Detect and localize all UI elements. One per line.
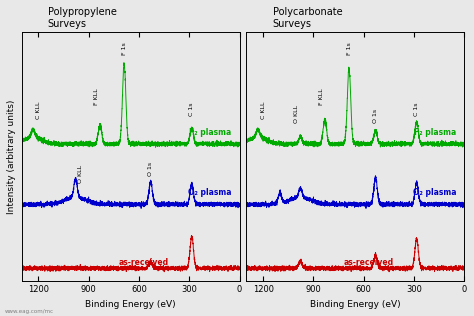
- Text: C KLL: C KLL: [261, 101, 265, 119]
- Text: C 1s: C 1s: [189, 102, 194, 116]
- Text: C KLL: C KLL: [36, 101, 41, 119]
- Text: F KLL: F KLL: [319, 88, 324, 105]
- Text: F 1s: F 1s: [122, 42, 127, 55]
- Text: C 1s: C 1s: [414, 102, 419, 116]
- X-axis label: Binding Energy (eV): Binding Energy (eV): [310, 300, 401, 309]
- Text: www.eag.com/mc: www.eag.com/mc: [5, 309, 54, 314]
- Text: F 1s: F 1s: [346, 42, 352, 55]
- Text: F KLL: F KLL: [94, 88, 99, 105]
- Text: F₂ plasma: F₂ plasma: [189, 128, 231, 137]
- X-axis label: Binding Energy (eV): Binding Energy (eV): [85, 300, 176, 309]
- Text: O 1s: O 1s: [148, 162, 153, 176]
- Y-axis label: Intensity (arbitrary units): Intensity (arbitrary units): [7, 99, 16, 214]
- Text: O KLL: O KLL: [294, 105, 299, 123]
- Text: Polycarbonate
Surveys: Polycarbonate Surveys: [273, 7, 342, 28]
- Text: O₂ plasma: O₂ plasma: [412, 188, 456, 198]
- Text: as-received: as-received: [119, 258, 169, 267]
- Text: O KLL: O KLL: [78, 165, 82, 183]
- Text: F₂ plasma: F₂ plasma: [414, 128, 456, 137]
- Text: as-received: as-received: [344, 258, 394, 267]
- Text: O 1s: O 1s: [373, 108, 378, 123]
- Text: Polypropylene
Surveys: Polypropylene Surveys: [48, 7, 117, 28]
- Text: O₂ plasma: O₂ plasma: [188, 188, 231, 198]
